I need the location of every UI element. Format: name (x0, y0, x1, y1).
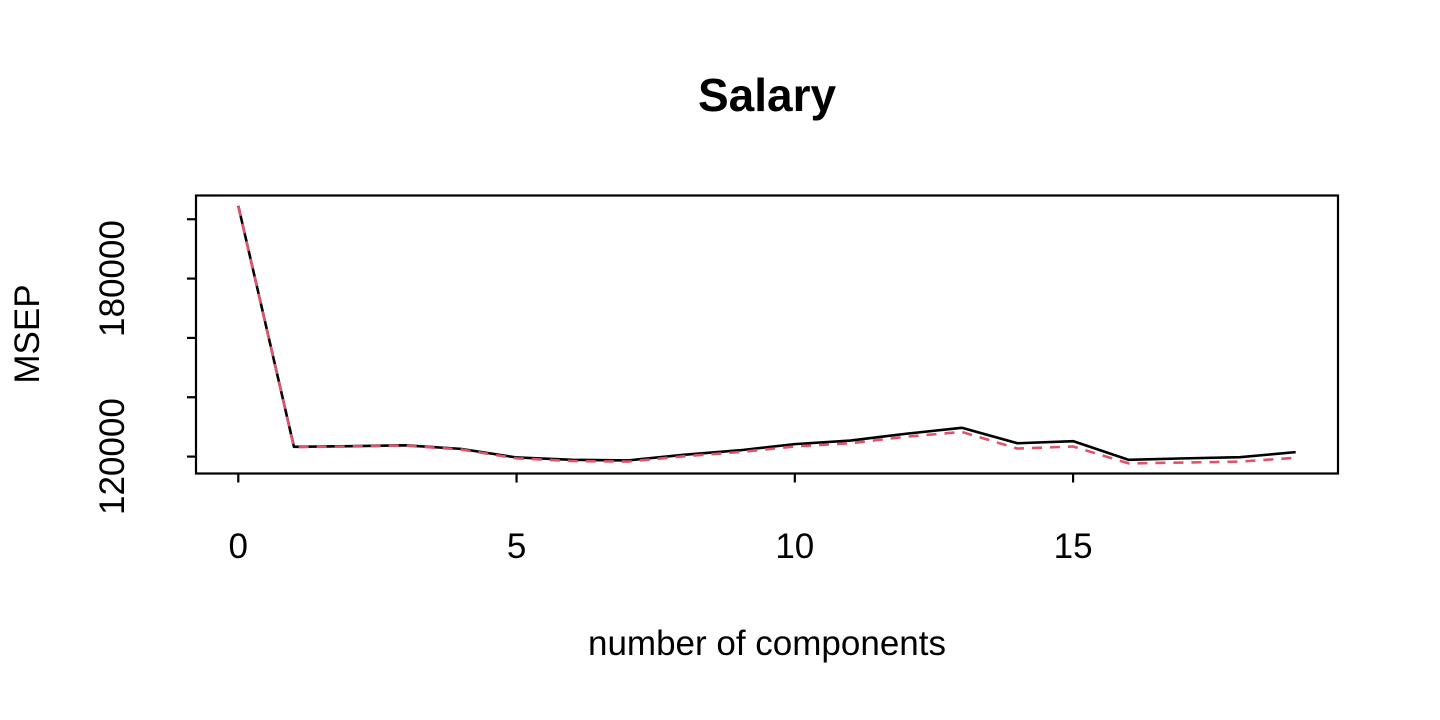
series-line-red-dashed (237, 205, 1296, 465)
y-tick-label: 120000 (93, 398, 132, 515)
x-axis-label: number of components (588, 624, 946, 663)
axis-box (194, 194, 1340, 475)
series-line-black-solid (237, 205, 1296, 462)
x-tick-label: 15 (1054, 527, 1093, 566)
x-tick-label: 5 (507, 527, 526, 566)
x-tick-label: 10 (775, 527, 814, 566)
y-tick-label: 180000 (93, 220, 132, 337)
chart-title: Salary (697, 69, 837, 121)
x-tick-label: 0 (229, 527, 248, 566)
